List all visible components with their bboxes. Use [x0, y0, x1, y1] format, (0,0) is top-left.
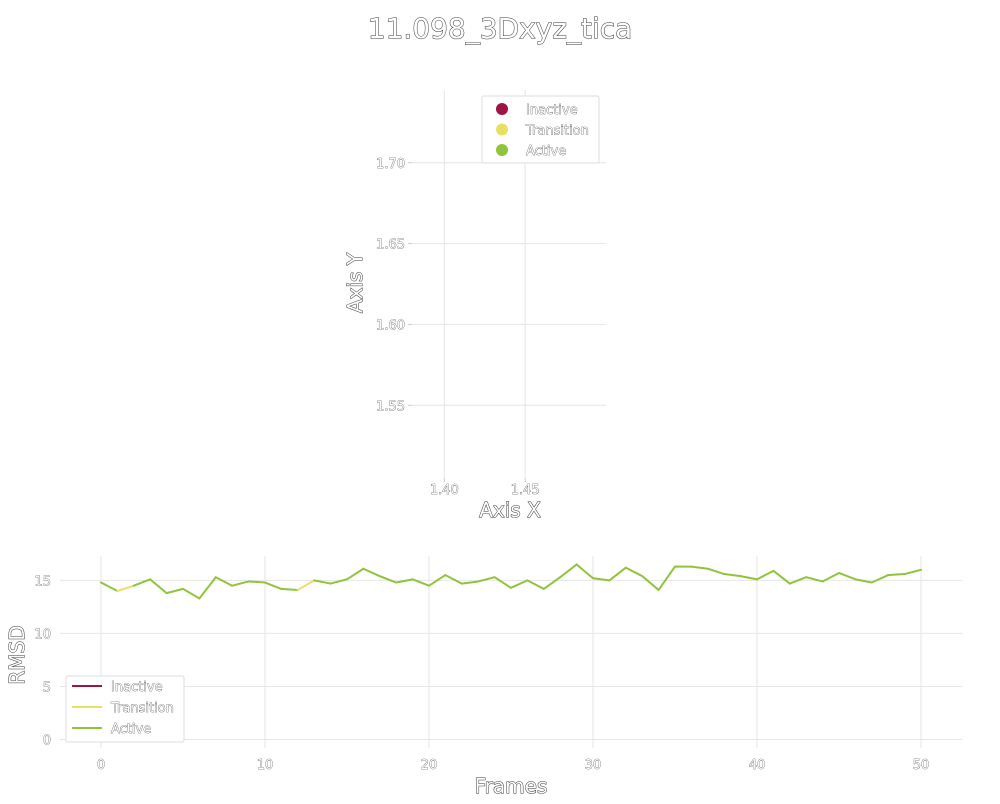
line-x-tick-label: 50 — [913, 758, 930, 773]
rmsd-segment-active — [510, 579, 529, 589]
rmsd-segment-active — [739, 575, 758, 581]
rmsd-segment-active — [575, 563, 594, 580]
rmsd-segment-active — [821, 571, 840, 583]
rmsd-segment-active — [559, 563, 578, 579]
rmsd-segment-active — [657, 565, 676, 591]
rmsd-segment-active — [772, 569, 791, 585]
rmsd-segment-active — [460, 580, 480, 585]
rmsd-segment-active — [280, 587, 299, 591]
rmsd-segment-active — [641, 575, 660, 591]
line-legend-box — [65, 675, 185, 743]
rmsd-segment-active — [838, 571, 857, 581]
rmsd-segment-active — [592, 577, 611, 582]
line-legend-label-transition: Transition — [110, 701, 174, 716]
line-x-tick-label: 10 — [257, 758, 274, 773]
rmsd-segment-active — [428, 574, 447, 587]
line-y-tick-label: 15 — [34, 574, 51, 589]
rmsd-segment-active — [411, 578, 430, 587]
scatter-x-tick-label: 1.45 — [511, 483, 540, 498]
rmsd-segment-active — [706, 567, 726, 576]
rmsd-segment-active — [395, 578, 414, 584]
scatter-y-axis-label: Axis Y — [343, 252, 367, 313]
chart-title: 11.098_3Dxyz_tica — [368, 12, 633, 45]
line-series — [100, 563, 922, 600]
rmsd-segment-active — [903, 568, 922, 576]
scatter-y-tick-label: 1.65 — [376, 238, 405, 253]
rmsd-segment-active — [198, 576, 217, 600]
scatter-x-axis-label: Axis X — [479, 498, 541, 522]
line-y-axis-label: RMSD — [5, 625, 29, 684]
line-y-tick-label: 5 — [43, 680, 51, 695]
line-x-tick-label: 40 — [749, 758, 766, 773]
scatter-legend: Inactive Transition Active — [481, 95, 600, 164]
scatter-panel: 1.40 1.45 1.55 1.60 1.65 1.70 Axis X Axis Y I… — [343, 90, 606, 523]
rmsd-segment-active — [690, 565, 709, 570]
rmsd-segment-active — [362, 567, 381, 578]
rmsd-segment-active — [608, 566, 627, 582]
line-x-tick-label: 20 — [421, 758, 438, 773]
rmsd-segment-active — [378, 575, 398, 584]
line-grid — [60, 556, 962, 748]
rmsd-segment-active — [214, 576, 234, 587]
scatter-legend-marker-transition — [496, 123, 508, 136]
rmsd-segment-active — [723, 573, 742, 578]
rmsd-segment-active — [329, 578, 348, 585]
rmsd-segment-active — [444, 574, 463, 585]
rmsd-segment-active — [165, 587, 184, 595]
rmsd-segment-active — [887, 573, 906, 577]
rmsd-segment-active — [788, 576, 808, 585]
scatter-x-tick-label: 1.40 — [430, 483, 459, 498]
rmsd-segment-active — [182, 587, 201, 600]
scatter-legend-box — [481, 95, 600, 164]
rmsd-segment-active — [346, 567, 365, 581]
line-legend-label-inactive: Inactive — [111, 680, 163, 695]
line-y-tick-label: 0 — [43, 734, 51, 749]
rmsd-segment-active — [870, 574, 890, 584]
rmsd-segment-transition — [116, 584, 135, 593]
rmsd-line-panel: 0 10 20 30 40 50 0 5 10 15 Frames RMSD Inactive Tr… — [5, 556, 962, 799]
rmsd-segment-active — [264, 581, 283, 590]
line-x-tick-label: 0 — [97, 758, 105, 773]
rmsd-segment-active — [149, 578, 168, 595]
line-x-tick-label: 30 — [585, 758, 602, 773]
line-y-tick-label: 10 — [34, 627, 51, 642]
scatter-y-tick-label: 1.70 — [376, 157, 405, 172]
rmsd-segment-active — [313, 579, 332, 585]
rmsd-segment-active — [493, 576, 512, 589]
line-x-axis-label: Frames — [475, 774, 548, 798]
rmsd-segment-active — [477, 576, 496, 583]
scatter-y-tick-label: 1.60 — [376, 318, 405, 333]
scatter-legend-marker-inactive — [496, 103, 508, 115]
rmsd-segment-active — [624, 566, 644, 578]
rmsd-segment-active — [231, 580, 250, 587]
rmsd-segment-active — [132, 578, 152, 587]
rmsd-segment-active — [247, 580, 266, 584]
rmsd-segment-active — [854, 578, 873, 584]
rmsd-segment-active — [805, 576, 824, 583]
scatter-legend-marker-active — [496, 144, 508, 156]
scatter-y-tick-label: 1.55 — [376, 399, 405, 414]
rmsd-segment-active — [100, 581, 119, 593]
rmsd-segment-active — [542, 576, 562, 590]
line-ticks: 0 10 20 30 40 50 0 5 10 15 — [34, 574, 929, 773]
scatter-legend-label-transition: Transition — [525, 124, 589, 139]
rmsd-segment-active — [526, 579, 545, 590]
line-legend-label-active: Active — [111, 722, 151, 737]
line-legend: Inactive Transition Active — [65, 675, 185, 743]
scatter-legend-label-active: Active — [526, 144, 566, 159]
scatter-legend-label-inactive: Inactive — [526, 103, 578, 118]
scatter-ticks: 1.40 1.45 1.55 1.60 1.65 1.70 — [376, 156, 540, 498]
rmsd-segment-active — [756, 569, 775, 581]
rmsd-segment-transition — [296, 579, 316, 591]
